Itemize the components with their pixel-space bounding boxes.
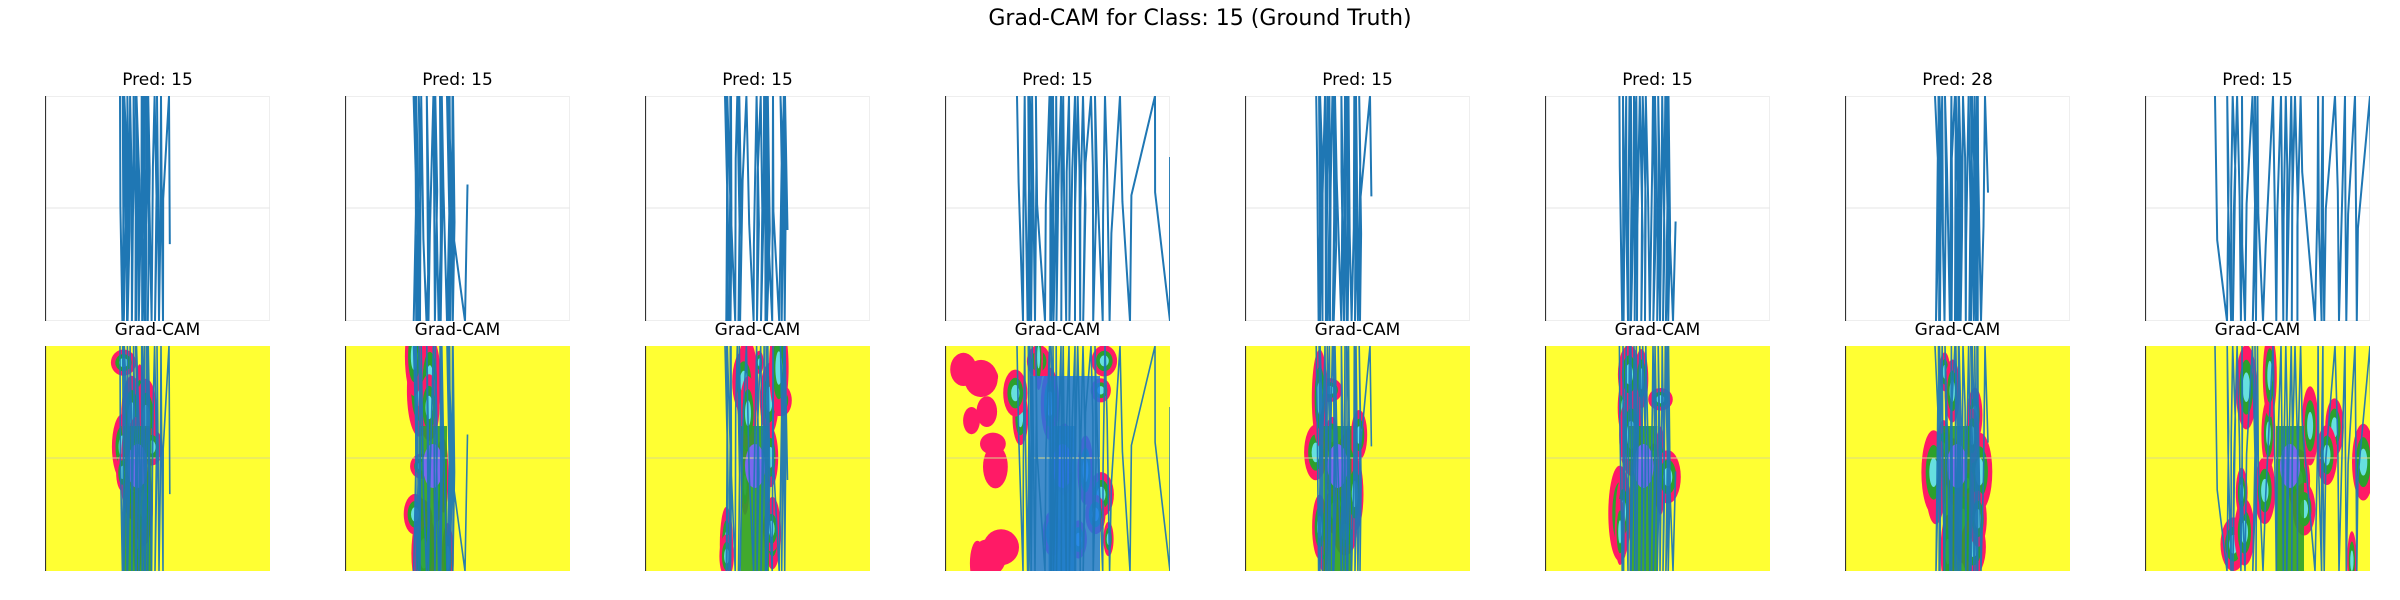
signal-plot-svg: [1245, 96, 1470, 321]
gradcam-heatmap: [1845, 346, 2070, 571]
gradcam-svg: [45, 346, 270, 571]
cam-blob: [950, 352, 977, 386]
gradcam-heatmap: [2145, 346, 2370, 571]
signal-plot-svg: [2145, 96, 2370, 321]
gradcam-title: Grad-CAM: [1014, 320, 1101, 340]
signal-plot-svg: [1545, 96, 1770, 321]
cam-peak: [2280, 444, 2300, 488]
signal-plot-svg: [1845, 96, 2070, 321]
signal-line: [724, 96, 789, 321]
signal-line: [1618, 346, 1677, 571]
signal-plot: [2145, 96, 2370, 321]
gradcam-svg: [345, 346, 570, 571]
cam-blob: [2307, 411, 2314, 440]
gradcam-title: Grad-CAM: [2214, 320, 2301, 340]
gradcam-svg: [1245, 346, 1470, 571]
signal-plot-svg: [945, 96, 1170, 321]
signal-plot-title: Pred: 15: [1622, 70, 1693, 90]
gradcam-svg: [1845, 346, 2070, 571]
signal-plot: [1845, 96, 2070, 321]
gradcam-svg: [1545, 346, 1770, 571]
signal-line: [1934, 96, 1989, 321]
signal-line: [1315, 96, 1373, 321]
signal-plot-title: Pred: 15: [722, 70, 793, 90]
signal-plot-svg: [645, 96, 870, 321]
signal-line: [1934, 346, 1989, 571]
signal-line: [2214, 346, 2370, 571]
signal-plot: [345, 96, 570, 321]
signal-line: [119, 96, 171, 321]
gradcam-heatmap: [345, 346, 570, 571]
signal-line: [119, 346, 171, 571]
signal-plot-title: Pred: 15: [1022, 70, 1093, 90]
signal-plot: [645, 96, 870, 321]
gradcam-heatmap: [945, 346, 1170, 571]
cam-blob: [971, 539, 1006, 571]
gradcam-heatmap: [1545, 346, 1770, 571]
gradcam-title: Grad-CAM: [714, 320, 801, 340]
signal-plot-title: Pred: 28: [1922, 70, 1993, 90]
gradcam-heatmap: [45, 346, 270, 571]
gradcam-title: Grad-CAM: [414, 320, 501, 340]
gradcam-title: Grad-CAM: [1914, 320, 2001, 340]
signal-line: [412, 96, 469, 321]
signal-plot: [45, 96, 270, 321]
gradcam-title: Grad-CAM: [1614, 320, 1701, 340]
cam-blob: [2350, 550, 2354, 571]
gradcam-svg: [645, 346, 870, 571]
signal-plot-svg: [45, 96, 270, 321]
cam-blob: [2242, 372, 2250, 402]
signal-plot-title: Pred: 15: [122, 70, 193, 90]
signal-line: [2214, 96, 2370, 321]
signal-plot-svg: [345, 96, 570, 321]
cam-blob: [977, 367, 999, 386]
signal-plot: [1545, 96, 1770, 321]
cam-blob: [963, 407, 980, 435]
gradcam-heatmap: [645, 346, 870, 571]
signal-plot: [945, 96, 1170, 321]
signal-line: [412, 346, 469, 571]
signal-line: [1016, 96, 1170, 321]
signal-line: [1618, 96, 1677, 321]
gradcam-svg: [945, 346, 1170, 571]
cam-blob: [976, 396, 998, 427]
gradcam-title: Grad-CAM: [114, 320, 201, 340]
cam-blob: [980, 432, 1006, 455]
cam-blob: [2359, 448, 2368, 476]
signal-line: [724, 346, 789, 571]
gradcam-svg: [2145, 346, 2370, 571]
gradcam-title: Grad-CAM: [1314, 320, 1401, 340]
signal-plot: [1245, 96, 1470, 321]
cam-blob: [1037, 346, 1041, 369]
cam-blob: [1929, 457, 1938, 487]
signal-plot-title: Pred: 15: [2222, 70, 2293, 90]
signal-line: [1315, 346, 1373, 571]
signal-line: [1016, 346, 1170, 571]
cam-blob: [983, 445, 1008, 489]
figure-title: Grad-CAM for Class: 15 (Ground Truth): [988, 6, 1412, 31]
signal-plot-title: Pred: 15: [422, 70, 493, 90]
signal-plot-title: Pred: 15: [1322, 70, 1393, 90]
gradcam-heatmap: [1245, 346, 1470, 571]
